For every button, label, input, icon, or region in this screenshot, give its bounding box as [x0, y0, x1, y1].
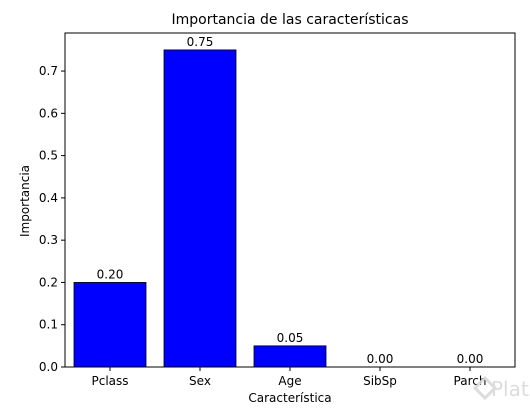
y-tick-label: 0.6	[39, 106, 58, 120]
y-axis-title: Importancia	[18, 165, 32, 237]
x-tick-label: Sex	[189, 374, 211, 388]
platzi-logo-icon	[472, 375, 498, 401]
x-tick-label: Age	[278, 374, 301, 388]
ticks-layer: Pclass Sex Age SibSp Parch0.00.10.20.30.40.5…	[39, 64, 487, 388]
bar-labels-layer: 0.20 0.75 0.05 0.00 0.00	[97, 35, 484, 366]
bar-sex	[163, 49, 237, 368]
bar-value-label-sibsp: 0.00	[367, 352, 394, 366]
x-tick-label: SibSp	[363, 374, 397, 388]
y-tick-label: 0.7	[39, 64, 58, 78]
y-tick-label: 0.4	[39, 191, 58, 205]
y-tick-label: 0.5	[39, 149, 58, 163]
y-tick-label: 0.1	[39, 318, 58, 332]
bar-value-label-parch: 0.00	[457, 352, 484, 366]
bar-value-label-pclass: 0.20	[97, 267, 124, 281]
y-tick-label: 0.3	[39, 233, 58, 247]
bar-value-label-sex: 0.75	[187, 35, 214, 49]
x-axis-title: Característica	[248, 391, 331, 405]
bar-pclass	[73, 282, 147, 368]
y-tick-label: 0.2	[39, 275, 58, 289]
bar-value-label-age: 0.05	[277, 331, 304, 345]
platzi-watermark: Platzi	[472, 375, 530, 401]
chart-title: Importancia de las características	[172, 12, 409, 28]
x-tick-label: Pclass	[91, 374, 128, 388]
bar-age	[253, 345, 327, 368]
watermark-text: Platzi	[491, 377, 530, 401]
y-tick-label: 0.0	[39, 360, 58, 374]
bars-layer	[73, 49, 327, 368]
